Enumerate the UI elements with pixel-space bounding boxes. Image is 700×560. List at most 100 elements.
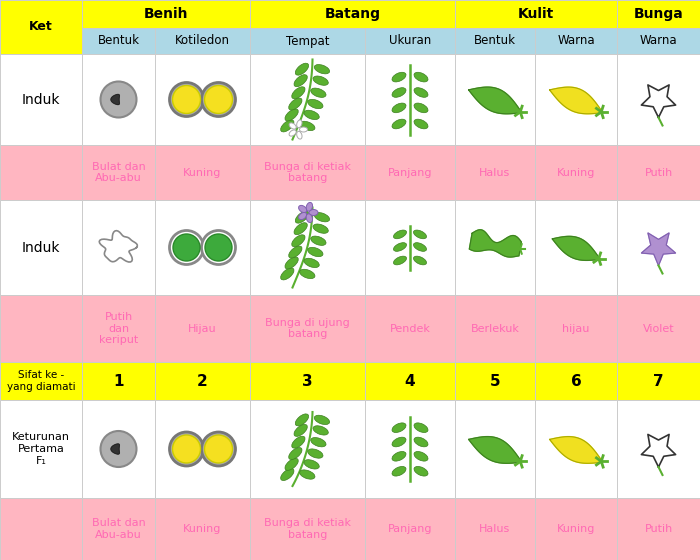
Ellipse shape (295, 211, 309, 223)
Bar (617, 362, 700, 400)
Ellipse shape (285, 257, 298, 269)
Ellipse shape (281, 469, 294, 480)
Text: 4: 4 (405, 374, 415, 389)
Bar (82, 200, 155, 295)
Text: Pendek: Pendek (390, 324, 430, 334)
Bar (365, 362, 455, 400)
Ellipse shape (300, 269, 315, 278)
Ellipse shape (314, 415, 330, 424)
Text: Putih: Putih (645, 524, 673, 534)
Text: Keturunan
Pertama
F₁: Keturunan Pertama F₁ (12, 432, 70, 465)
Ellipse shape (392, 88, 406, 97)
Text: Ket: Ket (29, 21, 53, 34)
Ellipse shape (289, 130, 296, 136)
Polygon shape (641, 435, 676, 467)
Text: Kuning: Kuning (556, 167, 595, 178)
Bar (250, 54, 365, 145)
Ellipse shape (313, 426, 328, 435)
Polygon shape (111, 95, 119, 105)
Ellipse shape (172, 86, 200, 114)
Text: Kuning: Kuning (556, 524, 595, 534)
Text: Halus: Halus (480, 167, 510, 178)
Ellipse shape (414, 72, 428, 82)
Ellipse shape (414, 256, 426, 265)
Bar (0, 54, 82, 145)
Text: 5: 5 (490, 374, 500, 389)
Ellipse shape (313, 76, 328, 85)
Ellipse shape (288, 98, 302, 110)
Bar (250, 0, 455, 28)
Text: Halus: Halus (480, 524, 510, 534)
Ellipse shape (202, 231, 235, 264)
Bar (155, 28, 250, 54)
Ellipse shape (314, 213, 330, 222)
Ellipse shape (393, 230, 407, 239)
Text: Bunga: Bunga (634, 7, 683, 21)
Text: Bunga di ketiak
batang: Bunga di ketiak batang (264, 162, 351, 183)
Ellipse shape (173, 234, 200, 261)
Ellipse shape (306, 214, 312, 222)
Ellipse shape (314, 64, 330, 74)
Bar (455, 145, 535, 200)
Ellipse shape (172, 435, 200, 463)
Bar (535, 400, 617, 498)
Bar (0, 145, 82, 200)
Ellipse shape (304, 460, 319, 469)
Bar (82, 295, 155, 362)
Polygon shape (550, 437, 601, 463)
Ellipse shape (295, 414, 309, 426)
Bar (365, 400, 455, 498)
Ellipse shape (304, 110, 319, 120)
Text: Batang: Batang (325, 7, 381, 21)
Ellipse shape (311, 236, 326, 245)
Ellipse shape (294, 424, 307, 436)
Bar (455, 400, 535, 498)
Text: Tempat: Tempat (286, 35, 329, 48)
Ellipse shape (392, 437, 406, 447)
Ellipse shape (297, 120, 302, 128)
Bar (250, 362, 365, 400)
Ellipse shape (169, 231, 204, 264)
Bar (365, 145, 455, 200)
Bar (535, 362, 617, 400)
Bar (535, 295, 617, 362)
Ellipse shape (393, 256, 407, 265)
Bar (617, 28, 700, 54)
Text: Kuning: Kuning (183, 524, 222, 534)
Ellipse shape (285, 109, 298, 121)
Ellipse shape (414, 423, 428, 432)
Ellipse shape (292, 235, 305, 247)
Ellipse shape (392, 72, 406, 82)
Text: Induk: Induk (22, 240, 60, 254)
Ellipse shape (414, 437, 428, 447)
Bar (82, 0, 250, 28)
Bar (82, 498, 155, 560)
Bar (617, 498, 700, 560)
Bar (455, 28, 535, 54)
Ellipse shape (288, 246, 302, 258)
Ellipse shape (414, 242, 426, 251)
Ellipse shape (392, 119, 406, 129)
Ellipse shape (292, 436, 305, 448)
Bar (82, 145, 155, 200)
Bar (365, 54, 455, 145)
Text: Sifat ke -
yang diamati: Sifat ke - yang diamati (7, 370, 76, 392)
Text: Kulit: Kulit (518, 7, 554, 21)
Text: Warna: Warna (640, 35, 678, 48)
Ellipse shape (300, 127, 307, 132)
Text: Violet: Violet (643, 324, 674, 334)
Bar (250, 295, 365, 362)
Ellipse shape (414, 103, 428, 113)
Text: Hijau: Hijau (188, 324, 217, 334)
Bar (617, 0, 700, 28)
Ellipse shape (392, 466, 406, 476)
Ellipse shape (308, 449, 323, 458)
Ellipse shape (306, 202, 312, 211)
Ellipse shape (414, 230, 426, 239)
Ellipse shape (295, 63, 309, 75)
Bar (535, 54, 617, 145)
Bar (0, 200, 82, 295)
Bar (82, 362, 155, 400)
Text: 2: 2 (197, 374, 208, 389)
Text: 1: 1 (113, 374, 124, 389)
